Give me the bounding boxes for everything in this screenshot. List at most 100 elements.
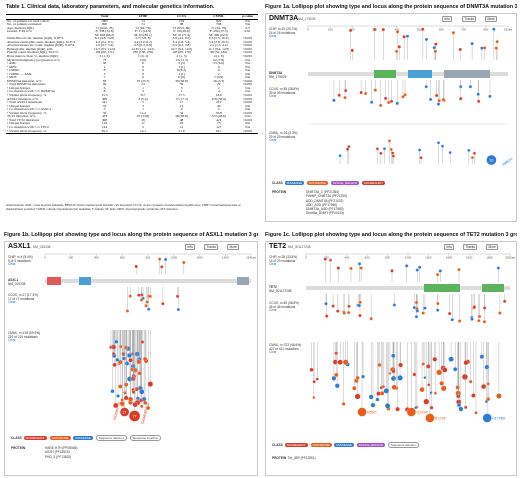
clear-link[interactable]: Clear	[269, 308, 277, 313]
lollipop-head	[457, 267, 461, 272]
tracks-button[interactable]: Tracks	[462, 16, 477, 22]
transcript-id: NM_175629	[298, 17, 316, 21]
info-button[interactable]: Info	[185, 244, 196, 250]
row-label-protein: TET2 NM_001127208	[269, 285, 291, 293]
legend-chip-nonsense[interactable]: NONSENSE	[49, 436, 71, 440]
table-cell: NA	[245, 62, 251, 66]
row-title: CHIP, n=4 (5.4%)	[8, 255, 33, 259]
clear-link[interactable]: Clear	[269, 262, 277, 267]
table-cell: Bone marrow blast %, median (IQR)	[7, 55, 58, 59]
domain-label: DNMT3A_ADD (PF17980)	[306, 207, 344, 212]
legend-chip-deletion[interactable]: Sequence deletion	[95, 435, 127, 441]
table-cell: <0.001	[242, 79, 253, 83]
legend-chip-splice[interactable]: SPLICE_REGION	[330, 181, 359, 185]
legend-chip-frameshift[interactable]: FRAMESHIFT	[23, 436, 47, 440]
lollipop-head	[427, 383, 431, 387]
axis-tick-label: 100	[328, 28, 333, 32]
lollipop-head	[387, 139, 392, 143]
legend-chip-frameshift[interactable]: FRAMESHIFT	[284, 443, 308, 447]
legend-chip-frameshift[interactable]: FRAMESHIFT	[361, 181, 385, 185]
legend-domains: DNMT3A_C (PF21354) PWWP_DNMT3A (PF21255)…	[306, 190, 347, 216]
clear-link[interactable]: Clear	[269, 34, 277, 39]
clear-link[interactable]: Clear	[269, 350, 277, 355]
table-cell: • CMML → AML	[7, 72, 33, 76]
table-cell: 3 (1, 6)	[99, 55, 110, 59]
clear-link[interactable]: Clear	[269, 138, 277, 143]
legend-chip-missense[interactable]: MISSENSE	[73, 436, 93, 440]
table-cell: NA	[245, 86, 251, 90]
lollipop-head	[126, 352, 132, 358]
protein-domain	[47, 277, 61, 285]
axis-tick-label: 1600	[466, 256, 473, 260]
table-cell: 0	[217, 65, 220, 69]
clear-link[interactable]: Clear	[8, 338, 16, 343]
table-cell: 2	[217, 108, 220, 112]
lollipop-head	[476, 99, 481, 104]
table-body: No. of patients for each cohort 1005 74 104…	[6, 19, 258, 135]
clear-link[interactable]: Clear	[269, 94, 277, 99]
row-subtitle: 219 of 219 mutations	[8, 334, 38, 339]
legend-chip-missense[interactable]: MISSENSE	[334, 443, 354, 447]
tracks-button[interactable]: Tracks	[463, 244, 478, 250]
more-button[interactable]: More	[485, 16, 498, 22]
domain-label: ASXH (PF13919)	[45, 450, 70, 455]
table-cell: <0.001	[242, 40, 253, 44]
domain-label: Tet_JBP (PF12851)	[287, 456, 316, 460]
lollipop-head	[157, 257, 162, 261]
table-cell: 4 (5.4)	[138, 97, 148, 101]
table1-footnote: Abbreviations: AML: acute myeloid leukem…	[6, 203, 241, 211]
tracks-button[interactable]: Tracks	[204, 244, 219, 250]
lollipop-head	[346, 310, 351, 315]
more-button[interactable]: More	[227, 244, 240, 250]
table-row: Age, median (IQR) 71 (64.6, 76) 72 (64, 76…	[6, 27, 258, 31]
table-cell: F: 11 (14.9)	[134, 30, 152, 34]
table-row: ASXL1 mutation, n/% 499 4 (5.4) 17 (17.3) 47…	[6, 98, 258, 102]
lollipop-head	[125, 309, 130, 313]
legend-chip-missense[interactable]: MISSENSE	[284, 181, 305, 185]
table-row: No. of patients for each cohort 1005 74 104…	[6, 19, 258, 23]
axis-tick-label: 1200	[425, 256, 432, 260]
legend-chip-insertion[interactable]: Sequence insertion	[129, 435, 162, 441]
axis-tick-label: 2002aa	[505, 256, 515, 260]
row-title: CMML, n=26 (3.3%)	[269, 131, 298, 135]
lollipop-head	[492, 27, 496, 31]
lollipop-head	[375, 147, 380, 151]
hotspot-marker	[406, 407, 417, 417]
table-cell: 17.5	[178, 94, 185, 98]
table-cell: 5	[142, 125, 144, 129]
domain-label: HARE-HTH (PF05066)	[45, 446, 78, 450]
clear-link[interactable]: Clear	[8, 262, 16, 267]
table-cell: 2 (1, 3)	[176, 55, 187, 59]
axis-tick-label: 0	[44, 256, 46, 260]
legend-chip-splice[interactable]: SPLICE_REGION	[356, 443, 385, 447]
row-label-ccus: CCUS, n=17 (17.3%) 17 of 17 mutations Cl…	[8, 293, 38, 305]
table-cell: ASXL1 mutation, n/%	[7, 97, 39, 101]
row-subtitle: 5 of 5 mutations	[8, 258, 31, 263]
table-cell: NA	[245, 122, 251, 126]
lollipop-head	[402, 35, 406, 39]
table-cell: 11.1 (9.4, 12.8)	[208, 47, 230, 51]
legend-chip-deletion[interactable]: Sequence deletion	[387, 442, 419, 448]
info-button[interactable]: Info	[444, 244, 455, 250]
lollipop-head	[495, 39, 499, 44]
lollipop-head	[435, 308, 440, 312]
lollipop-head	[388, 372, 392, 375]
lollipop-head	[457, 319, 462, 323]
more-button[interactable]: More	[486, 244, 499, 250]
lollipop-head	[450, 317, 455, 322]
table-cell: 186 (130, 250)	[132, 51, 154, 55]
legend-chip-nonsense[interactable]: NONSENSE	[310, 443, 332, 447]
axis-tick-label: 800	[146, 256, 151, 260]
table-cell: 38 (38.8)	[175, 79, 188, 83]
row-label-ccus: CCUS, n=38 (38.8%) 48 of 48 mutations Cl…	[269, 301, 299, 313]
figure1c-title: Figure 1c. Lollipop plot showing type an…	[265, 232, 517, 238]
table-cell: 1	[180, 90, 183, 94]
axis-tick-label: 400	[394, 28, 399, 32]
lollipop-head	[331, 375, 337, 381]
legend-chip-nonsense[interactable]: NONSENSE	[307, 181, 328, 185]
lollipop-head	[391, 384, 397, 390]
info-button[interactable]: Info	[442, 16, 453, 22]
lollipop-head	[432, 356, 438, 362]
clear-link[interactable]: Clear	[8, 300, 16, 305]
lollipop-head	[405, 34, 410, 38]
